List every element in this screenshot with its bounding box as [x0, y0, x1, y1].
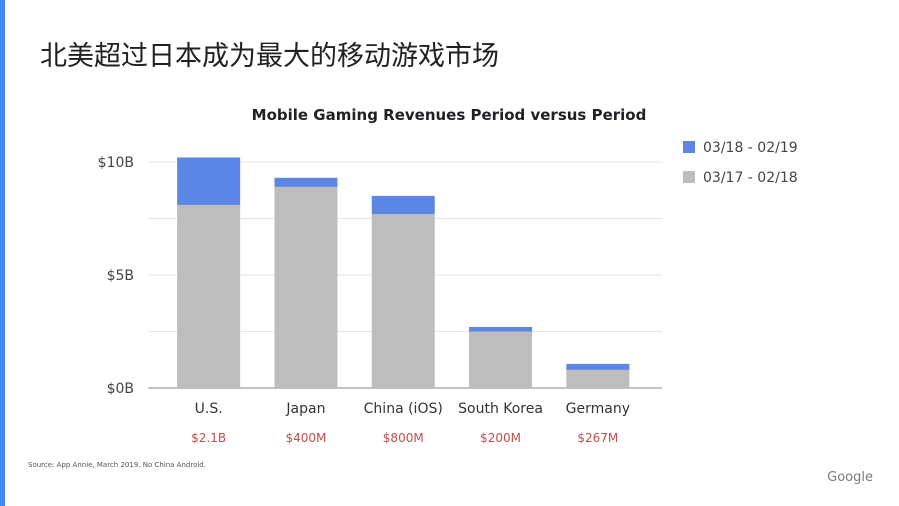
- legend-label: 03/18 - 02/19: [703, 140, 798, 156]
- growth-annotation: $200M: [480, 431, 521, 445]
- legend-swatch: [683, 171, 695, 183]
- bar-prior-period: [566, 369, 630, 388]
- bar-recent-period: [566, 363, 630, 370]
- brand-logo: Google: [827, 470, 873, 485]
- bar-prior-period: [371, 213, 435, 388]
- category-label: Japan: [285, 401, 325, 417]
- chart-title: Mobile Gaming Revenues Period versus Per…: [252, 106, 647, 124]
- bar-recent-period: [469, 326, 533, 332]
- bar-recent-period: [177, 157, 241, 205]
- bar-prior-period: [177, 204, 241, 388]
- legend-swatch: [683, 141, 695, 153]
- bar-recent-period: [274, 177, 338, 187]
- growth-annotation: $267M: [577, 431, 618, 445]
- bars: [177, 157, 630, 388]
- category-label: U.S.: [195, 401, 223, 417]
- growth-annotation: $800M: [383, 431, 424, 445]
- legend: 03/18 - 02/19 03/17 - 02/18: [683, 140, 798, 186]
- accent-rule: [0, 0, 5, 506]
- growth-annotation: $2.1B: [191, 431, 226, 445]
- y-tick-label: $5B: [107, 268, 134, 284]
- legend-label: 03/17 - 02/18: [703, 170, 798, 186]
- bar-prior-period: [274, 186, 338, 388]
- category-label: China (iOS): [364, 401, 443, 417]
- category-label: Germany: [566, 401, 630, 417]
- bar-prior-period: [469, 331, 533, 388]
- axis-labels: $0B $5B $10B U.S. $2.1B Japan $400M China (iOS)…: [98, 155, 630, 445]
- slide-title: 北美超过日本成为最大的移动游戏市场: [40, 41, 499, 72]
- y-tick-label: $10B: [98, 155, 134, 171]
- category-label: South Korea: [458, 401, 543, 417]
- source-note: Source: App Annie, March 2019. No China …: [28, 461, 206, 469]
- growth-annotation: $400M: [285, 431, 326, 445]
- bar-recent-period: [371, 195, 435, 214]
- y-tick-label: $0B: [107, 381, 134, 397]
